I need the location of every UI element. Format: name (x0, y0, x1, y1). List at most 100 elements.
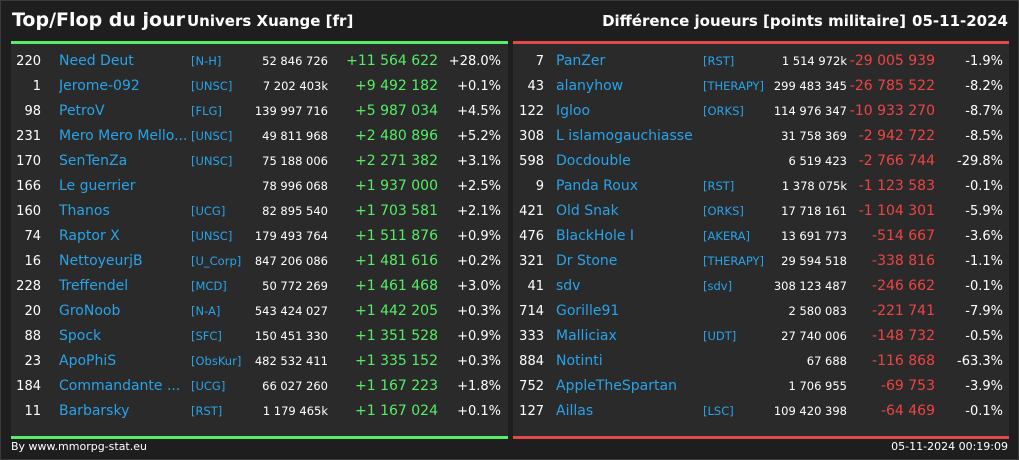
rank-cell: 7 (535, 54, 544, 69)
player-name-link[interactable]: Malliciax (556, 328, 617, 344)
alliance-tag-link[interactable]: [AKERA] (703, 229, 751, 243)
player-name-link[interactable]: PanZer (556, 53, 606, 69)
points-cell: 66 027 260 (262, 379, 328, 393)
rank-cell: 74 (24, 229, 41, 244)
percent-cell: -1.1% (965, 254, 1003, 269)
alliance-tag-link[interactable]: [UNSC] (191, 229, 233, 243)
points-cell: 482 532 411 (254, 354, 328, 368)
alliance-tag-link[interactable]: [SFC] (191, 329, 222, 343)
delta-cell: -2 942 722 (858, 128, 935, 144)
points-cell: 543 424 027 (254, 304, 328, 318)
percent-cell: +0.1% (457, 404, 501, 419)
alliance-tag-link[interactable]: [THERAPY] (703, 79, 765, 93)
player-name-link[interactable]: Need Deut (59, 53, 134, 69)
percent-cell: -8.7% (965, 104, 1003, 119)
player-name-link[interactable]: SenTenZa (59, 153, 128, 169)
alliance-tag-link[interactable]: [ObsKur] (191, 354, 242, 368)
alliance-tag-link[interactable]: [sdv] (703, 279, 733, 293)
rank-cell: 127 (519, 404, 544, 419)
player-name-link[interactable]: alanyhow (556, 78, 624, 94)
player-name-link[interactable]: sdv (556, 278, 581, 294)
rank-cell: 170 (16, 154, 41, 169)
player-name-link[interactable]: Aillas (556, 403, 594, 419)
delta-cell: +2 480 896 (355, 128, 438, 144)
player-name-link[interactable]: Treffendel (59, 278, 129, 294)
alliance-tag-link[interactable]: [RST] (191, 404, 223, 418)
alliance-tag-link[interactable]: [UCG] (191, 204, 226, 218)
percent-cell: +28.0% (448, 54, 501, 69)
rank-cell: 231 (16, 129, 41, 144)
rank-cell: 166 (16, 179, 41, 194)
player-name-link[interactable]: Panda Roux (556, 178, 639, 194)
credit-link[interactable]: By www.mmorpg-stat.eu (11, 440, 147, 453)
alliance-tag-link[interactable]: [THERAPY] (703, 254, 765, 268)
flop-row: 884 Notinti 67 688 -116 868 -63.3% (513, 349, 1009, 374)
player-name-link[interactable]: Gorille91 (556, 303, 620, 319)
rank-cell: 321 (519, 254, 544, 269)
rank-cell: 884 (519, 354, 544, 369)
player-name-link[interactable]: Notinti (556, 353, 603, 369)
player-name-link[interactable]: AppleTheSpartan (556, 378, 677, 394)
top-row: 88 Spock [SFC] 150 451 330 +1 351 528 +0.9% (11, 324, 508, 349)
points-cell: 847 206 086 (254, 254, 328, 268)
alliance-tag-link[interactable]: [UCG] (191, 379, 226, 393)
alliance-tag-link[interactable]: [N-H] (191, 54, 222, 68)
player-name-link[interactable]: Barbarsky (59, 403, 130, 419)
points-cell: 7 202 403k (262, 79, 328, 93)
flop-row: 122 Igloo [ORKS] 114 976 347 -10 933 270 -8.7… (513, 99, 1009, 124)
top-row: 231 Mero Mero Mello... [UNSC] 49 811 968 +2 … (11, 124, 508, 149)
percent-cell: +0.9% (457, 329, 501, 344)
alliance-tag-link[interactable]: [RST] (703, 54, 735, 68)
rank-cell: 421 (519, 204, 544, 219)
player-name-link[interactable]: Mero Mero Mello... (59, 128, 188, 144)
alliance-tag-link[interactable]: [UNSC] (191, 129, 233, 143)
player-name-link[interactable]: Old Snak (556, 203, 619, 219)
player-name-link[interactable]: Commandante ... (59, 378, 181, 394)
rank-cell: 598 (519, 154, 544, 169)
player-name-link[interactable]: GroNoob (59, 303, 121, 319)
percent-cell: -7.9% (965, 304, 1003, 319)
alliance-tag-link[interactable]: [U_Corp] (191, 254, 242, 268)
player-name-link[interactable]: Igloo (556, 103, 591, 119)
delta-cell: -514 667 (872, 228, 935, 244)
player-name-link[interactable]: Thanos (59, 203, 110, 219)
rank-cell: 23 (24, 354, 41, 369)
flop-row: 752 AppleTheSpartan 1 706 955 -69 753 -3.9% (513, 374, 1009, 399)
player-name-link[interactable]: Spock (59, 328, 102, 344)
points-cell: 52 846 726 (262, 54, 328, 68)
player-name-link[interactable]: BlackHole I (556, 228, 635, 244)
flop-row: 9 Panda Roux [RST] 1 378 075k -1 123 583 -0.1… (513, 174, 1009, 199)
delta-cell: -116 868 (872, 353, 935, 369)
alliance-tag-link[interactable]: [MCD] (191, 279, 227, 293)
alliance-tag-link[interactable]: [RST] (703, 179, 735, 193)
player-name-link[interactable]: Raptor X (59, 228, 120, 244)
player-name-link[interactable]: L islamogauchiasse (556, 128, 693, 144)
alliance-tag-link[interactable]: [UDT] (703, 329, 737, 343)
alliance-tag-link[interactable]: [UNSC] (191, 154, 233, 168)
alliance-tag-link[interactable]: [N-A] (191, 304, 221, 318)
delta-cell: -2 766 744 (858, 153, 935, 169)
points-cell: 17 718 161 (781, 204, 847, 218)
alliance-tag-link[interactable]: [UNSC] (191, 79, 233, 93)
player-name-link[interactable]: Le guerrier (59, 178, 136, 194)
points-cell: 75 188 006 (262, 154, 328, 168)
percent-cell: +3.1% (457, 154, 501, 169)
percent-cell: +1.8% (457, 379, 501, 394)
alliance-tag-link[interactable]: [ORKS] (703, 104, 744, 118)
player-name-link[interactable]: Dr Stone (556, 253, 618, 269)
alliance-tag-link[interactable]: [LSC] (703, 404, 734, 418)
player-name-link[interactable]: Jerome-092 (59, 78, 140, 94)
top-row: 1 Jerome-092 [UNSC] 7 202 403k +9 492 182 +0.… (11, 74, 508, 99)
delta-cell: -246 662 (872, 278, 935, 294)
delta-cell: +1 481 616 (355, 253, 438, 269)
delta-cell: +1 461 468 (355, 278, 438, 294)
player-name-link[interactable]: Docdouble (556, 153, 631, 169)
rank-cell: 184 (16, 379, 41, 394)
alliance-tag-link[interactable]: [ORKS] (703, 204, 744, 218)
points-cell: 31 758 369 (781, 129, 847, 143)
player-name-link[interactable]: NettoyeurjB (59, 253, 143, 269)
player-name-link[interactable]: ApoPhiS (59, 353, 117, 369)
player-name-link[interactable]: PetroV (59, 103, 105, 119)
alliance-tag-link[interactable]: [FLG] (191, 104, 222, 118)
delta-cell: +5 987 034 (355, 103, 438, 119)
